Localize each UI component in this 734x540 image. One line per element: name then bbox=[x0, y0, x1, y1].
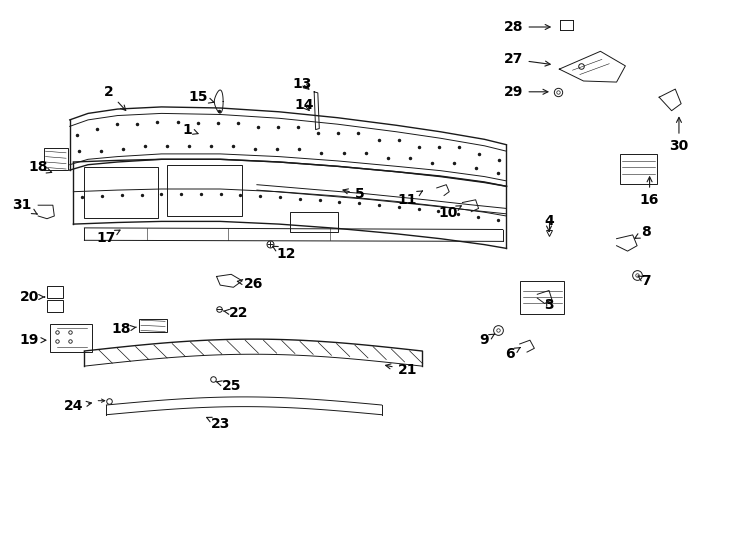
Text: 21: 21 bbox=[385, 363, 417, 377]
Text: 14: 14 bbox=[295, 98, 314, 112]
Bar bbox=[44, 148, 68, 170]
Text: 8: 8 bbox=[635, 225, 651, 239]
Bar bbox=[47, 300, 63, 312]
Text: 12: 12 bbox=[272, 246, 296, 261]
Text: 20: 20 bbox=[20, 290, 45, 304]
Text: 31: 31 bbox=[12, 198, 37, 214]
Bar bbox=[520, 281, 564, 314]
Text: 15: 15 bbox=[189, 90, 214, 104]
Text: 25: 25 bbox=[216, 379, 241, 393]
Text: 23: 23 bbox=[207, 417, 230, 431]
Bar bbox=[84, 167, 158, 218]
Text: 18: 18 bbox=[112, 322, 137, 336]
Text: 10: 10 bbox=[438, 206, 462, 220]
Text: 26: 26 bbox=[237, 276, 263, 291]
Text: 28: 28 bbox=[504, 20, 550, 34]
Text: 27: 27 bbox=[504, 52, 550, 66]
Text: 1: 1 bbox=[182, 123, 198, 137]
Bar bbox=[620, 154, 657, 184]
Bar bbox=[50, 324, 92, 352]
Text: 16: 16 bbox=[640, 177, 659, 207]
Text: 17: 17 bbox=[97, 230, 120, 245]
Text: 19: 19 bbox=[20, 333, 46, 347]
Bar bbox=[290, 212, 338, 232]
Bar bbox=[167, 165, 242, 216]
Text: 18: 18 bbox=[29, 160, 51, 174]
Text: 9: 9 bbox=[479, 333, 495, 347]
Text: 13: 13 bbox=[293, 77, 312, 91]
Text: 6: 6 bbox=[505, 347, 520, 361]
Text: 5: 5 bbox=[343, 187, 365, 201]
Text: 2: 2 bbox=[103, 85, 126, 111]
Bar bbox=[139, 319, 167, 332]
Text: 7: 7 bbox=[638, 274, 651, 288]
Text: 30: 30 bbox=[669, 117, 688, 153]
Text: 24: 24 bbox=[64, 399, 92, 413]
Text: 3: 3 bbox=[544, 298, 554, 312]
Text: 11: 11 bbox=[398, 191, 423, 207]
Text: 29: 29 bbox=[504, 85, 548, 99]
Text: 4: 4 bbox=[544, 214, 554, 231]
Text: 22: 22 bbox=[223, 306, 248, 320]
Bar bbox=[47, 286, 63, 298]
